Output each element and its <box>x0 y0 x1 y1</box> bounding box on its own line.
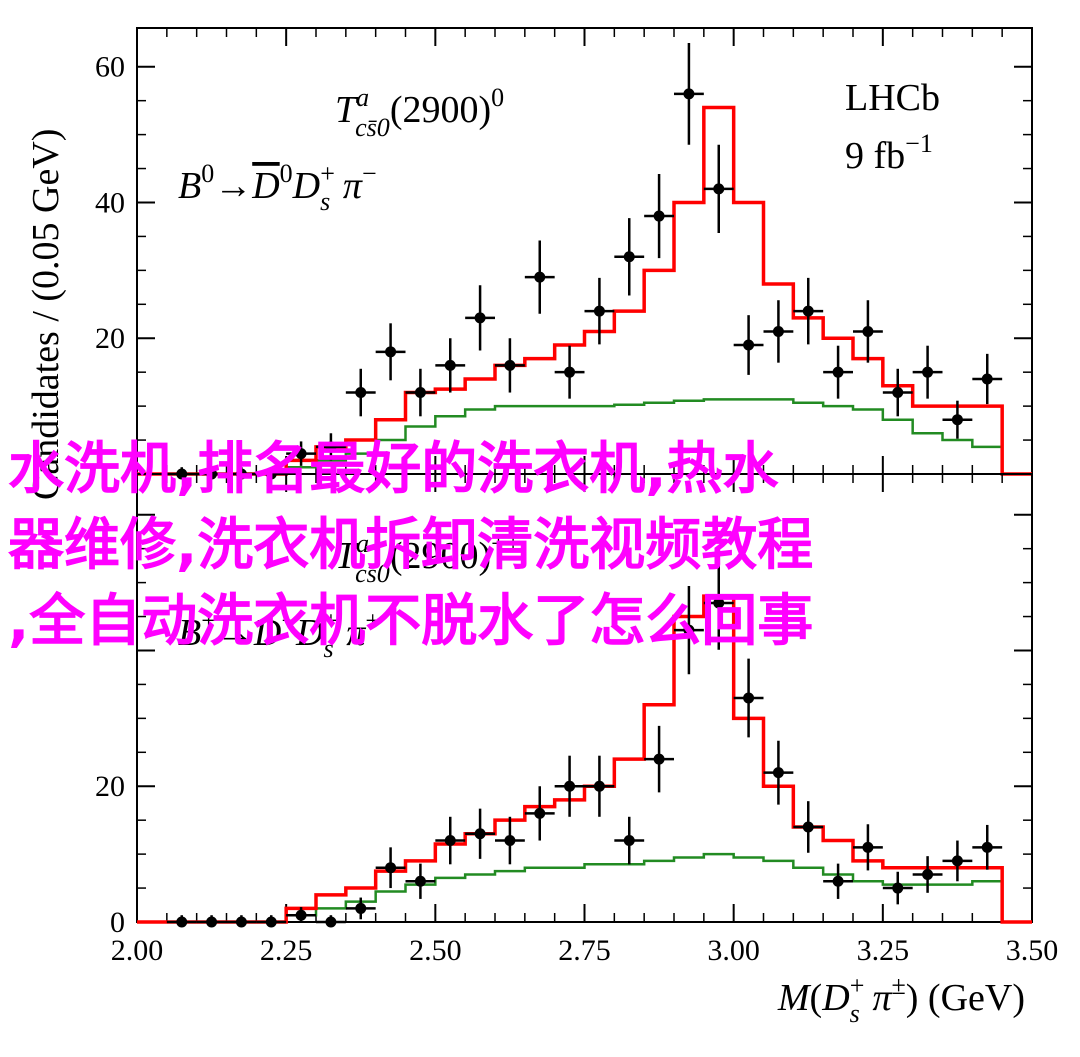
top-data-point <box>802 305 814 317</box>
bottom-data-point <box>743 692 755 704</box>
bottom-data-point <box>653 753 665 765</box>
bottom-component-histogram <box>137 852 1032 924</box>
bottom-xtick-label: 2.25 <box>260 934 313 967</box>
bottom-data-point <box>832 875 844 887</box>
top-axis-ticks: 20 40 60 <box>95 28 1033 475</box>
top-ytick-label: 60 <box>95 51 125 84</box>
top-data-point <box>623 251 635 263</box>
y-axis-label: Candidates / (0.05 GeV) <box>25 129 67 500</box>
bottom-data-point <box>206 916 218 928</box>
top-data-point <box>325 441 337 453</box>
top-data-point <box>385 346 397 358</box>
bottom-data-point <box>474 828 486 840</box>
bottom-data-point <box>444 835 456 847</box>
bottom-xtick-label: 3.25 <box>857 934 910 967</box>
top-data-point <box>892 387 904 399</box>
bottom-data-point <box>325 916 337 928</box>
top-data-point <box>772 325 784 337</box>
luminosity-label: 9 fb−1 <box>845 129 933 177</box>
bottom-data-point <box>176 916 188 928</box>
bottom-data-point <box>534 807 546 819</box>
top-ytick-label: 20 <box>95 322 125 355</box>
bottom-xtick-label: 3.50 <box>1006 934 1059 967</box>
top-data-point <box>922 366 934 378</box>
top-data-point <box>414 387 426 399</box>
top-data-point <box>504 359 516 371</box>
bottom-data-point <box>414 875 426 887</box>
top-data-point <box>295 448 307 460</box>
bottom-data-point <box>355 902 367 914</box>
top-data-point <box>564 366 576 378</box>
top-data-point <box>534 271 546 283</box>
bottom-xtick-label: 2.00 <box>111 934 164 967</box>
bottom-data-point <box>951 855 963 867</box>
top-data-point <box>981 373 993 385</box>
x-axis-label: M(Ds+ π±) (GeV) <box>777 971 1025 1028</box>
top-ytick-label: 40 <box>95 186 125 219</box>
watermark-overlay: 水洗机,排名最好的洗衣机,热水 器维修,洗衣机拆卸清洗视频教程 ,全自动洗衣机不… <box>8 437 813 654</box>
top-data-point <box>743 339 755 351</box>
bottom-data-point <box>862 841 874 853</box>
bottom-data-point <box>564 780 576 792</box>
bottom-decay-label: B+→D−Ds+ π+ <box>178 606 380 663</box>
bottom-data-point <box>295 909 307 921</box>
top-data-points <box>166 42 1003 480</box>
top-data-point <box>355 387 367 399</box>
bottom-panel: 0 20 2.00 2.25 2.50 2.75 3.00 3.25 3.50 Ta cs̄0(2… <box>95 473 1058 967</box>
bottom-data-point <box>713 597 725 609</box>
bottom-data-point <box>385 862 397 874</box>
top-data-point <box>832 366 844 378</box>
bottom-data-point <box>772 767 784 779</box>
bottom-ytick-label: 0 <box>110 906 125 939</box>
watermark-line-2: 器维修,洗衣机拆卸清洗视频教程 <box>8 513 813 578</box>
experiment-label: LHCb <box>845 77 940 119</box>
bottom-data-point <box>892 882 904 894</box>
top-data-point <box>951 414 963 426</box>
bottom-state-label: Ta cs̄0(2900)++ <box>335 529 520 588</box>
bottom-data-point <box>623 835 635 847</box>
watermark-line-1: 水洗机,排名最好的洗衣机,热水 <box>8 437 780 502</box>
bottom-xtick-label: 2.50 <box>409 934 462 967</box>
bottom-ytick-label: 20 <box>95 770 125 803</box>
bottom-data-point <box>235 916 247 928</box>
top-component-histogram <box>137 398 1032 476</box>
bottom-data-point <box>802 821 814 833</box>
bottom-data-point <box>265 916 277 928</box>
top-panel: 20 40 60 Ta cs̄0(2900)0 B0→D0Ds+ π− LHCb 9 f… <box>95 27 1033 480</box>
watermark-line-3: ,全自动洗衣机不脱水了怎么回事 <box>8 589 813 654</box>
bottom-data-points <box>166 556 1003 928</box>
bottom-data-point <box>593 780 605 792</box>
top-data-point <box>444 359 456 371</box>
top-decay-label: B0→D0Ds+ π− <box>178 159 377 216</box>
bottom-data-point <box>683 624 695 636</box>
bottom-data-point <box>922 868 934 880</box>
top-data-point <box>862 325 874 337</box>
bottom-data-point <box>981 841 993 853</box>
bottom-xtick-label: 3.00 <box>707 934 760 967</box>
bottom-data-point <box>504 835 516 847</box>
top-state-label: Ta cs̄0(2900)0 <box>335 83 504 142</box>
top-data-point <box>474 312 486 324</box>
top-data-point <box>683 88 695 100</box>
top-data-point <box>713 183 725 195</box>
top-data-point <box>653 210 665 222</box>
top-data-point <box>593 305 605 317</box>
bottom-axis-ticks: 0 20 2.00 2.25 2.50 2.75 3.00 3.25 3.50 <box>95 474 1058 967</box>
bottom-xtick-label: 2.75 <box>558 934 611 967</box>
